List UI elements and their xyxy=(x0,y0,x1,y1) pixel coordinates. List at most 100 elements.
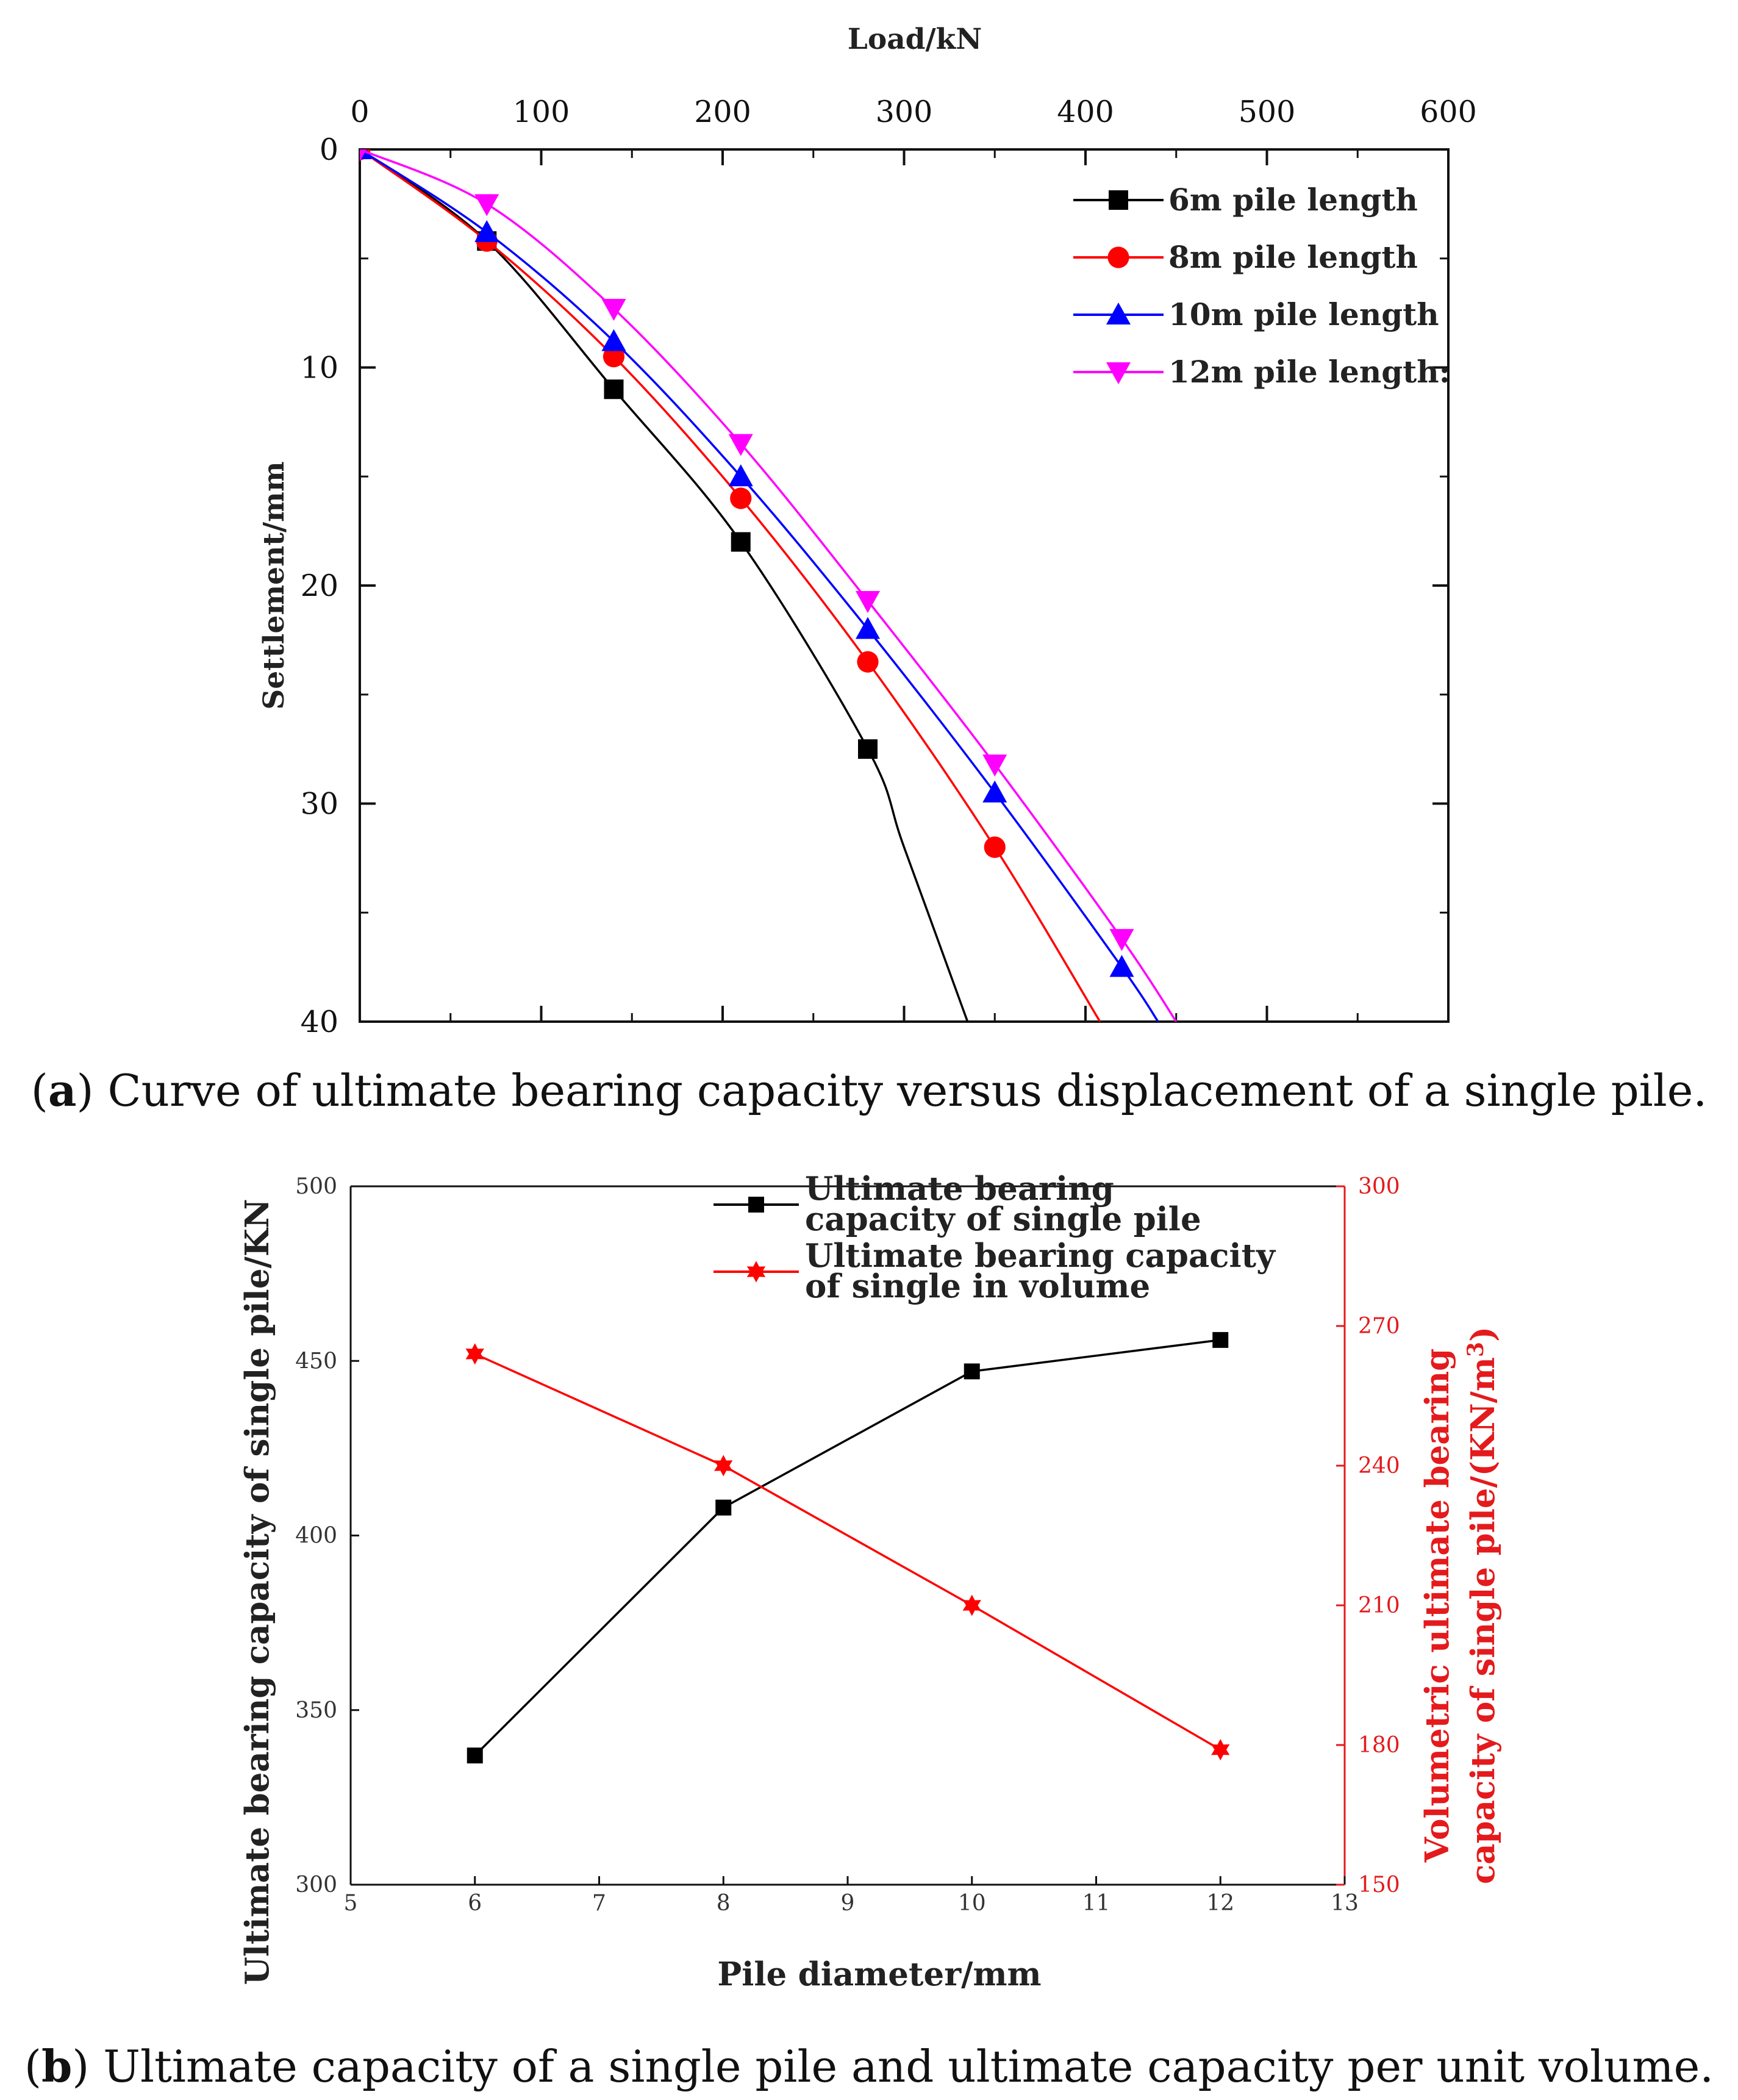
chart-b-y2-tick-label: 180 xyxy=(1358,1733,1400,1758)
caption-a: (a) Curve of ultimate bearing capacity v… xyxy=(30,1064,1708,1116)
chart-b-y2-axis-label-line2: capacity of single pile/(KN/m3) xyxy=(1463,1327,1502,1884)
chart-a-legend: 6m pile length 8m pile length 10m pile len… xyxy=(1073,182,1450,390)
chart-b-x-tick-label: 10 xyxy=(958,1891,986,1916)
chart-b-x-tick-label: 9 xyxy=(841,1891,855,1916)
chart-a-series-3 xyxy=(360,149,1159,1022)
chart-b-x-tick-label: 12 xyxy=(1206,1891,1234,1916)
chart-b-legend-label: of single in volume xyxy=(805,1267,1150,1305)
chart-a-series-line xyxy=(360,149,1101,1022)
chart-b-y2-tick-label: 300 xyxy=(1358,1174,1400,1199)
chart-a-x-tick-label: 200 xyxy=(694,95,751,129)
chart-b-x-tick-label: 6 xyxy=(468,1891,482,1916)
chart-a-data-point xyxy=(474,220,499,242)
chart-b-data-point xyxy=(465,1343,484,1365)
chart-a-data-point xyxy=(604,379,624,400)
chart-a-y-tick-label: 30 xyxy=(301,787,338,822)
chart-a-data-point xyxy=(474,194,499,217)
chart-b-y-tick-label: 350 xyxy=(295,1698,337,1723)
chart-a-y-tick-label: 10 xyxy=(301,351,338,385)
chart-b-x-tick-label: 5 xyxy=(344,1891,358,1916)
chart-a-data-point xyxy=(857,651,879,673)
chart-a-x-tick-label: 100 xyxy=(513,95,570,129)
caption-a-text: Curve of ultimate bearing capacity versu… xyxy=(107,1065,1708,1116)
chart-a-series-2 xyxy=(360,149,1101,1022)
chart-a-data-point xyxy=(982,780,1007,803)
chart-b-data-point xyxy=(1211,1739,1230,1761)
chart-a-data-point xyxy=(1109,929,1134,951)
chart-b-y2-tick-label: 210 xyxy=(1358,1593,1400,1618)
chart-b-legend-swatch-marker xyxy=(748,1197,764,1213)
chart-a-data-point xyxy=(1109,955,1134,977)
chart-b-data-point xyxy=(467,1747,483,1764)
chart-a-series-line xyxy=(360,149,969,1022)
chart-b-series-line xyxy=(474,1353,1221,1751)
chart-a: Load/kN Settlement/mm 0 100 200 300 400 500 60… xyxy=(257,23,1477,1039)
chart-b-x-tick-label: 13 xyxy=(1331,1891,1359,1916)
chart-b-data-point xyxy=(715,1499,732,1516)
chart-a-data-point xyxy=(728,434,753,456)
chart-b-y2-tick-label: 150 xyxy=(1358,1872,1400,1898)
chart-b-y-tick-label: 500 xyxy=(295,1174,337,1199)
chart-a-legend-label: 12m pile length: xyxy=(1168,354,1450,390)
chart-a-data-point xyxy=(360,149,367,162)
chart-a-legend-label: 8m pile length xyxy=(1168,239,1418,275)
chart-a-legend-swatch-marker xyxy=(1109,190,1128,210)
chart-b: Pile diameter/mm Ultimate bearing capaci… xyxy=(238,1170,1502,1993)
chart-a-data-point xyxy=(984,836,1006,858)
chart-a-data-point xyxy=(730,487,752,509)
chart-b-legend-label: capacity of single pile xyxy=(805,1200,1201,1238)
chart-b-data-point xyxy=(962,1594,981,1616)
chart-a-x-tick-label: 500 xyxy=(1239,95,1296,129)
chart-b-y2-axis-label-superscript: 3 xyxy=(1463,1342,1489,1357)
chart-b-x-axis-label: Pile diameter/mm xyxy=(717,1955,1041,1993)
chart-b-data-point xyxy=(964,1363,980,1380)
chart-b-data-point xyxy=(1212,1331,1229,1348)
chart-a-y-tick-label: 40 xyxy=(301,1005,338,1039)
chart-b-legend-swatch-marker xyxy=(746,1261,766,1283)
chart-a-x-tick-label: 300 xyxy=(876,95,933,129)
chart-a-x-tick-label: 400 xyxy=(1057,95,1114,129)
chart-a-data-point xyxy=(856,617,880,639)
chart-a-legend-label: 6m pile length xyxy=(1168,182,1418,218)
caption-b-text: Ultimate capacity of a single pile and u… xyxy=(103,2041,1714,2092)
chart-a-legend-swatch-marker xyxy=(1107,246,1129,268)
chart-a-legend-swatch-marker xyxy=(1106,362,1131,384)
chart-b-x-tick-label: 7 xyxy=(592,1891,606,1916)
chart-a-series-line xyxy=(360,149,1178,1022)
chart-a-y-tick-label: 0 xyxy=(320,132,338,167)
chart-a-data-point xyxy=(856,591,880,614)
chart-b-y-tick-label: 300 xyxy=(295,1872,337,1898)
chart-a-data-point xyxy=(728,464,753,487)
chart-b-data-point xyxy=(714,1455,733,1477)
caption-b-letter: b xyxy=(41,2040,73,2092)
chart-a-x-tick-label: 600 xyxy=(1420,95,1477,129)
chart-a-legend-swatch-marker xyxy=(1106,303,1131,324)
chart-b-y2-axis-label-line2-text: capacity of single pile/(KN/m xyxy=(1464,1357,1502,1884)
chart-b-legend-label: Ultimate bearing xyxy=(805,1170,1114,1208)
chart-a-series-1 xyxy=(360,149,969,1022)
chart-b-y2-tick-label: 240 xyxy=(1358,1453,1400,1478)
chart-a-x-axis-label: Load/kN xyxy=(848,23,982,56)
chart-b-series-line xyxy=(474,1339,1221,1757)
chart-a-data-point xyxy=(603,346,625,368)
chart-b-y-axis-label: Ultimate bearing capacity of single pile… xyxy=(238,1199,276,1985)
chart-a-y-axis-label: Settlement/mm xyxy=(257,461,291,709)
chart-a-y-tick-label: 20 xyxy=(301,568,338,603)
chart-b-legend-label: Ultimate bearing capacity xyxy=(805,1237,1276,1275)
chart-b-series-2 xyxy=(465,1343,1230,1761)
chart-b-y-tick-label: 450 xyxy=(295,1349,337,1374)
chart-a-x-tick-label: 0 xyxy=(350,95,369,129)
caption-a-letter: a xyxy=(48,1064,77,1116)
chart-a-data-point xyxy=(982,754,1007,777)
chart-a-data-point xyxy=(601,329,626,351)
chart-a-legend-label: 10m pile length xyxy=(1168,296,1439,332)
chart-b-y2-axis-label-close: ) xyxy=(1464,1327,1502,1342)
chart-a-series-4 xyxy=(360,149,1178,1022)
caption-b: (b) Ultimate capacity of a single pile a… xyxy=(24,2040,1714,2092)
chart-b-x-tick-label: 11 xyxy=(1082,1891,1110,1916)
chart-a-data-point xyxy=(731,532,751,552)
chart-a-data-point xyxy=(858,739,878,759)
chart-a-data-point xyxy=(601,298,626,321)
chart-b-y2-axis-label-line1: Volumetric ultimate bearing xyxy=(1418,1349,1456,1863)
